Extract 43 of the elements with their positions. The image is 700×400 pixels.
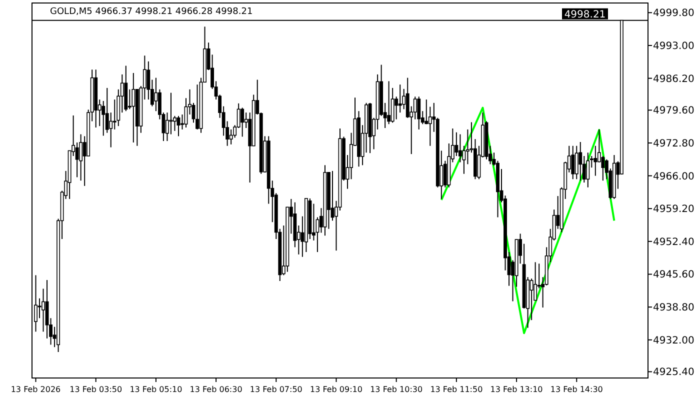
candlestick — [38, 298, 42, 319]
candlestick — [417, 96, 421, 130]
x-tick-label: 13 Feb 05:10 — [130, 385, 182, 394]
x-tick-label: 13 Feb 10:30 — [370, 385, 423, 394]
x-tick-label: 13 Feb 03:50 — [70, 385, 122, 394]
x-tick-label: 13 Feb 06:30 — [190, 385, 242, 394]
y-tick-label: 4925.40 — [653, 367, 694, 378]
y-tick-label: 4932.00 — [653, 335, 694, 346]
y-tick-label: 4952.40 — [653, 236, 694, 248]
line-series — [440, 106, 616, 334]
candlestick — [571, 145, 575, 180]
candlestick — [132, 72, 136, 143]
candlestick — [196, 84, 199, 130]
y-tick-label: 4972.80 — [653, 138, 694, 150]
candlestick — [42, 288, 45, 332]
x-tick-label: 13 Feb 13:10 — [490, 385, 543, 394]
candlestick — [424, 99, 428, 125]
candlestick — [574, 145, 578, 180]
y-tick-label: 4993.00 — [653, 40, 694, 52]
y-tick-label: 4986.20 — [653, 74, 694, 85]
candlestick — [458, 134, 462, 163]
candlestick — [240, 107, 244, 138]
x-tick-label: 13 Feb 11:50 — [430, 385, 483, 394]
x-tick-label: 13 Feb 2026 — [10, 385, 61, 394]
x-tick-label: 13 Feb 14:30 — [550, 385, 603, 394]
y-tick-label: 4938.80 — [653, 302, 694, 314]
y-tick-label: 4959.20 — [653, 204, 694, 216]
candlestick — [34, 274, 38, 332]
candlestick — [594, 145, 598, 176]
y-tick-label: 4999.80 — [653, 8, 694, 20]
chart-title: GOLD,M5 4966.37 4998.21 4966.28 4998.21 — [50, 7, 253, 17]
y-tick-label: 4966.00 — [653, 171, 694, 182]
y-tick-label: 4945.60 — [653, 270, 694, 281]
candlestick — [229, 128, 233, 145]
candlestick — [154, 77, 158, 112]
candlestick — [387, 80, 391, 125]
candlestick — [586, 152, 590, 188]
x-tick-label: 13 Feb 07:50 — [250, 385, 302, 394]
candlestick — [578, 141, 582, 182]
x-tick-label: 13 Feb 09:10 — [310, 385, 362, 394]
candlestick — [398, 84, 402, 114]
y-tick-label: 4979.60 — [653, 106, 694, 117]
ref-line-label: 4998.21 — [564, 9, 606, 20]
